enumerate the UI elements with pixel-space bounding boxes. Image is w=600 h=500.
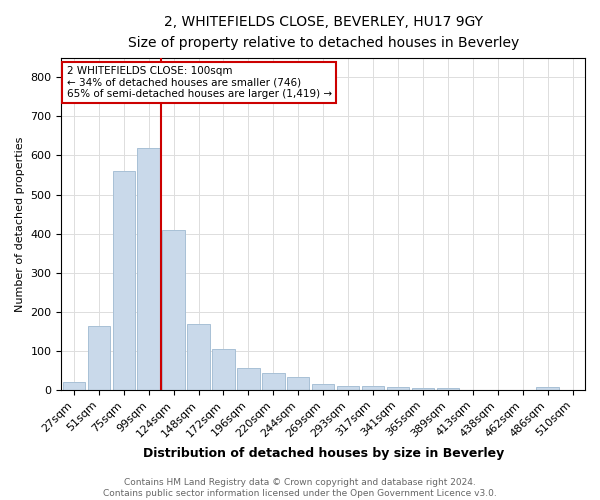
Bar xyxy=(187,324,210,390)
Text: 2 WHITEFIELDS CLOSE: 100sqm
← 34% of detached houses are smaller (746)
65% of se: 2 WHITEFIELDS CLOSE: 100sqm ← 34% of det… xyxy=(67,66,332,99)
Y-axis label: Number of detached properties: Number of detached properties xyxy=(15,136,25,312)
Text: Contains HM Land Registry data © Crown copyright and database right 2024.
Contai: Contains HM Land Registry data © Crown c… xyxy=(103,478,497,498)
Bar xyxy=(88,326,110,390)
X-axis label: Distribution of detached houses by size in Beverley: Distribution of detached houses by size … xyxy=(143,447,504,460)
Bar xyxy=(137,148,160,390)
Bar xyxy=(536,387,559,390)
Bar xyxy=(312,384,334,390)
Bar xyxy=(262,373,284,390)
Bar xyxy=(113,171,135,390)
Bar xyxy=(337,386,359,390)
Bar xyxy=(437,388,459,390)
Bar xyxy=(237,368,260,390)
Bar xyxy=(412,388,434,390)
Title: 2, WHITEFIELDS CLOSE, BEVERLEY, HU17 9GY
Size of property relative to detached h: 2, WHITEFIELDS CLOSE, BEVERLEY, HU17 9GY… xyxy=(128,15,519,50)
Bar xyxy=(62,382,85,390)
Bar xyxy=(212,349,235,390)
Bar xyxy=(163,230,185,390)
Bar xyxy=(287,378,310,390)
Bar xyxy=(362,386,384,390)
Bar xyxy=(387,387,409,390)
